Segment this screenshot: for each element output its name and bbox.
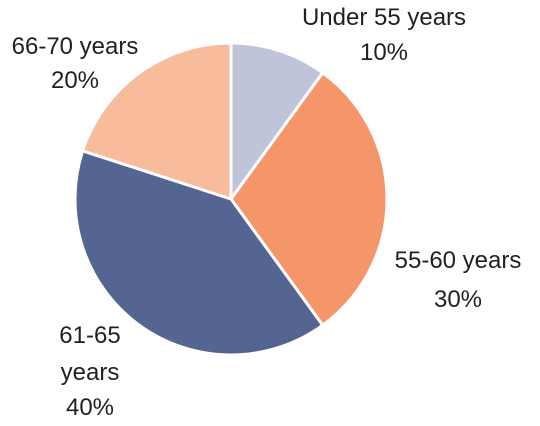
slice-label-under-55-years: Under 55 years 10% bbox=[302, 4, 466, 66]
slice-percent-text: 40% bbox=[66, 394, 114, 421]
slice-label-55-60-years: 55-60 years 30% bbox=[395, 247, 522, 313]
slices-layer bbox=[73, 41, 389, 357]
pie-slice-66-70-years bbox=[81, 41, 233, 201]
pie-slice-under-55-years bbox=[229, 41, 325, 201]
slice-label-66-70-years: 66-70 years 20% bbox=[12, 33, 139, 94]
pie-slice-55-60-years bbox=[229, 71, 389, 327]
slice-category-text: 66-70 years bbox=[12, 33, 139, 60]
slice-category-text: 55-60 years bbox=[395, 247, 522, 274]
slice-percent-text: 10% bbox=[360, 39, 408, 66]
pie-slice-61-65-years bbox=[73, 149, 325, 357]
slice-percent-text: 30% bbox=[434, 286, 482, 313]
slice-category-text: 61-65 bbox=[59, 322, 120, 349]
labels-layer: Under 55 years 10% 55-60 years 30% 61-65 year… bbox=[12, 4, 522, 421]
slice-percent-text: 20% bbox=[51, 67, 99, 94]
slice-category-text: years bbox=[61, 359, 120, 386]
slice-label-61-65-years: 61-65 years 40% bbox=[59, 322, 120, 421]
slice-category-text: Under 55 years bbox=[302, 4, 466, 31]
